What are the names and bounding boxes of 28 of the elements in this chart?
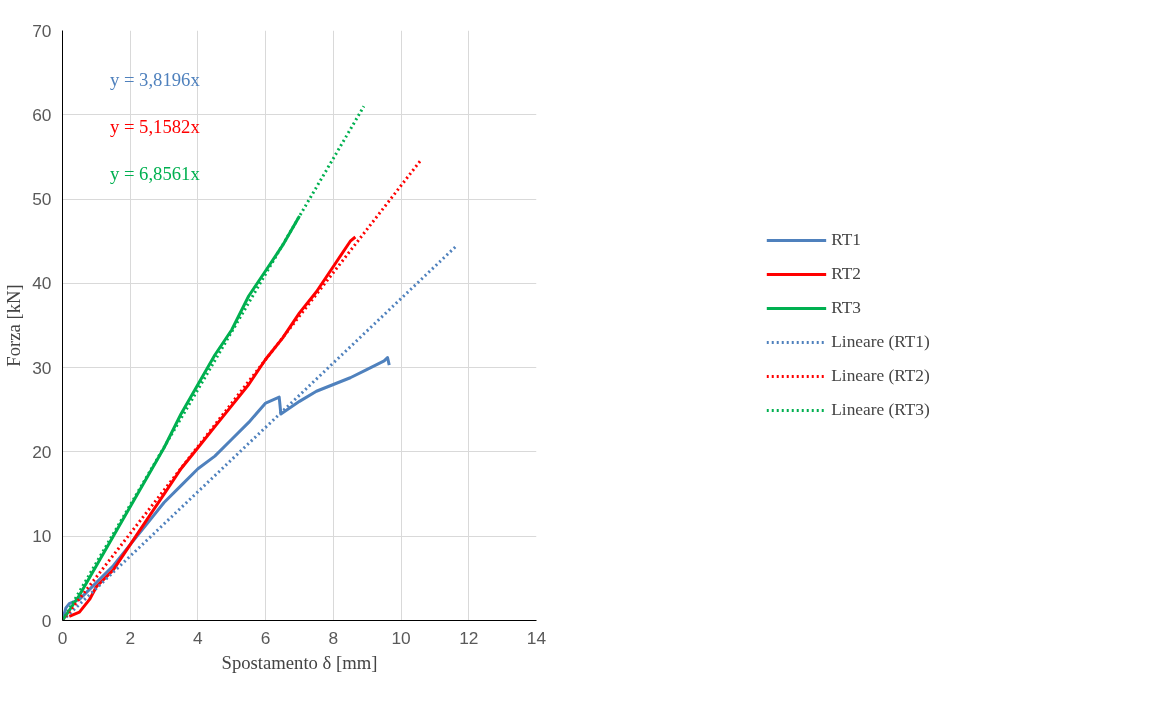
x-tick-label: 12 [459,627,479,648]
x-tick-label: 14 [526,627,547,648]
legend-label: RT3 [831,298,862,318]
x-tick-label: 10 [391,627,411,648]
y-tick-label: 70 [32,20,52,41]
x-tick-label: 6 [260,627,271,648]
legend-label: Lineare (RT2) [831,366,930,386]
y-axis-title: Forza [kN] [3,284,25,367]
y-tick-label: 60 [32,104,52,125]
legend-label: RT2 [831,264,862,284]
x-tick-label: 0 [57,627,68,648]
annotation: y = 3,8196x [109,68,201,90]
y-tick-label: 40 [32,273,52,294]
legend-label: RT1 [831,230,862,250]
annotation: y = 6,8561x [109,162,201,184]
x-tick-label: 2 [125,627,136,648]
legend-label: Lineare (RT3) [831,400,930,420]
y-tick-label: 10 [32,526,52,547]
y-tick-label: 30 [32,357,52,378]
x-tick-label: 8 [328,627,339,648]
x-axis-title: Spostamento δ [mm] [221,651,378,673]
y-tick-label: 50 [32,189,52,210]
x-tick-label: 4 [193,627,204,648]
annotation: y = 5,1582x [109,115,201,137]
y-tick-label: 20 [32,441,52,462]
legend-label: Lineare (RT1) [831,332,930,352]
line-series [67,235,357,618]
y-tick-label: 0 [41,610,52,631]
